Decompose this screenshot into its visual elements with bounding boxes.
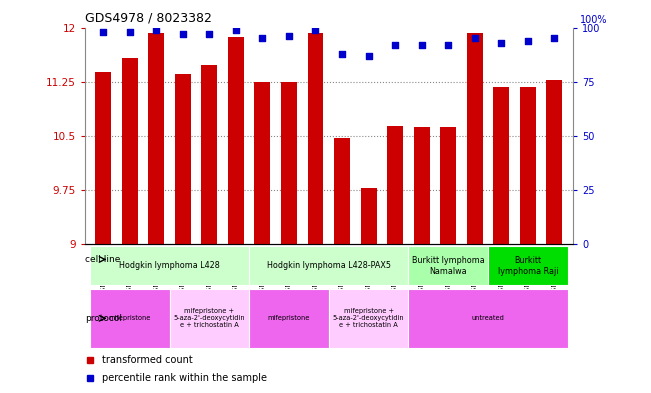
Point bbox=[417, 42, 427, 48]
Bar bbox=[361, 188, 376, 244]
Bar bbox=[90, 246, 249, 285]
Text: percentile rank within the sample: percentile rank within the sample bbox=[102, 373, 267, 383]
Point bbox=[496, 40, 506, 46]
Bar bbox=[334, 138, 350, 244]
Point bbox=[469, 35, 480, 42]
Point bbox=[151, 27, 161, 33]
Point bbox=[549, 35, 559, 42]
Text: cell line: cell line bbox=[85, 255, 120, 264]
Text: protocol: protocol bbox=[85, 314, 122, 323]
Text: mifepristone +
5-aza-2'-deoxycytidin
e + trichostatin A: mifepristone + 5-aza-2'-deoxycytidin e +… bbox=[333, 309, 404, 328]
Bar bbox=[249, 246, 408, 285]
Point bbox=[284, 33, 294, 39]
Text: 100%: 100% bbox=[580, 15, 607, 25]
Bar bbox=[408, 246, 488, 285]
Point bbox=[311, 27, 321, 33]
Text: Burkitt
lymphoma Raji: Burkitt lymphoma Raji bbox=[497, 256, 558, 275]
Point bbox=[257, 35, 268, 42]
Bar bbox=[546, 79, 562, 244]
Bar bbox=[413, 127, 430, 244]
Point bbox=[443, 42, 453, 48]
Bar bbox=[307, 33, 324, 244]
Text: Hodgkin lymphoma L428-PAX5: Hodgkin lymphoma L428-PAX5 bbox=[267, 261, 391, 270]
Bar bbox=[329, 289, 408, 348]
Point bbox=[523, 37, 533, 44]
Point bbox=[178, 31, 188, 37]
Bar bbox=[467, 33, 482, 244]
Bar bbox=[90, 289, 169, 348]
Bar bbox=[281, 82, 297, 244]
Point bbox=[204, 31, 215, 37]
Text: mifepristone +
5-aza-2'-deoxycytidin
e + trichostatin A: mifepristone + 5-aza-2'-deoxycytidin e +… bbox=[174, 309, 245, 328]
Bar bbox=[201, 65, 217, 244]
Bar bbox=[228, 37, 244, 244]
Bar bbox=[387, 127, 403, 244]
Text: transformed count: transformed count bbox=[102, 355, 193, 365]
Point bbox=[124, 29, 135, 35]
Bar bbox=[95, 72, 111, 244]
Bar bbox=[122, 58, 138, 244]
Bar bbox=[249, 289, 329, 348]
Point bbox=[363, 53, 374, 59]
Bar bbox=[440, 127, 456, 244]
Bar bbox=[488, 246, 568, 285]
Text: untreated: untreated bbox=[471, 315, 505, 321]
Text: Hodgkin lymphoma L428: Hodgkin lymphoma L428 bbox=[119, 261, 220, 270]
Bar bbox=[169, 289, 249, 348]
Text: mifepristone: mifepristone bbox=[268, 315, 310, 321]
Text: GDS4978 / 8023382: GDS4978 / 8023382 bbox=[85, 12, 212, 25]
Bar bbox=[519, 87, 536, 244]
Bar bbox=[255, 82, 270, 244]
Bar bbox=[493, 87, 509, 244]
Bar bbox=[408, 289, 568, 348]
Text: mifepristone: mifepristone bbox=[109, 315, 151, 321]
Point bbox=[337, 50, 347, 57]
Text: Burkitt lymphoma
Namalwa: Burkitt lymphoma Namalwa bbox=[412, 256, 484, 275]
Bar bbox=[148, 33, 164, 244]
Point bbox=[390, 42, 400, 48]
Point bbox=[230, 27, 241, 33]
Point bbox=[98, 29, 109, 35]
Bar bbox=[175, 74, 191, 244]
